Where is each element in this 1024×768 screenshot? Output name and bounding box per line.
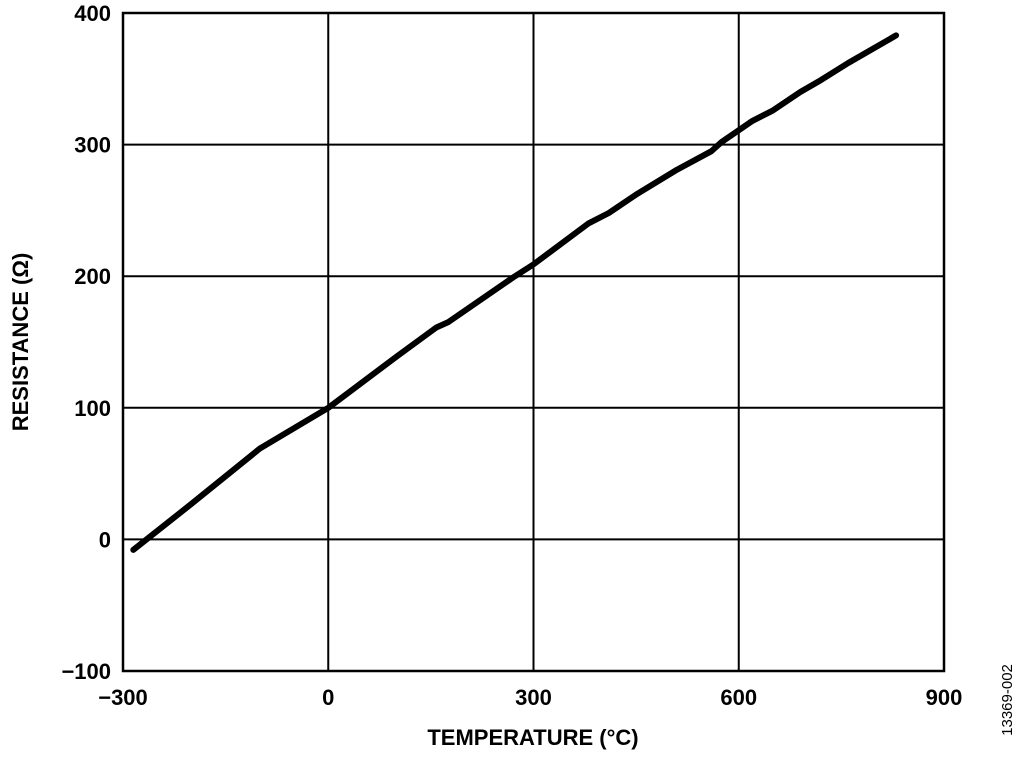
x-tick-label: 0 — [322, 685, 334, 710]
data-line — [130, 32, 900, 553]
y-axis-label: RESISTANCE (Ω) — [8, 253, 33, 432]
x-axis-label: TEMPERATURE (°C) — [427, 725, 638, 750]
x-tick-label: 900 — [926, 685, 963, 710]
y-tick-label: 100 — [74, 396, 111, 421]
figure-id: 13369-002 — [999, 664, 1016, 736]
y-tick-label: 400 — [74, 1, 111, 26]
y-tick-label: 300 — [74, 133, 111, 158]
y-tick-label: 200 — [74, 264, 111, 289]
x-tick-label: 600 — [720, 685, 757, 710]
x-tick-label: −300 — [98, 685, 148, 710]
y-tick-label: 0 — [99, 527, 111, 552]
x-tick-label: 300 — [515, 685, 552, 710]
y-tick-label: −100 — [61, 659, 111, 684]
